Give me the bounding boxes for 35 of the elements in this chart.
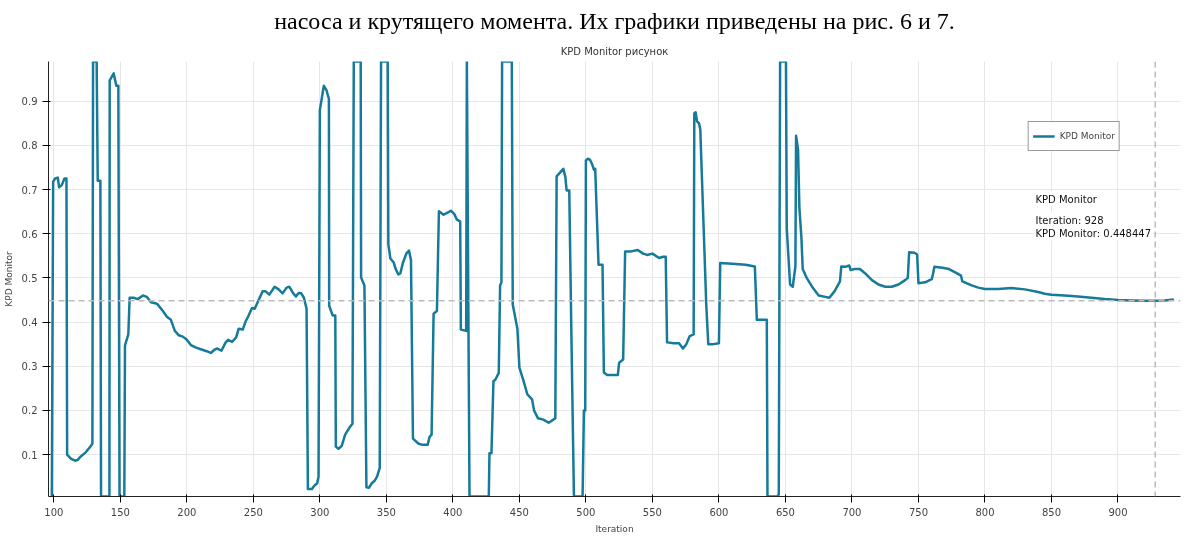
x-tick-label: 150 [110, 506, 130, 518]
y-tick-label: 0.9 [21, 96, 38, 108]
y-tick-label: 0.5 [21, 272, 38, 284]
y-tick-label: 0.7 [21, 184, 38, 196]
x-tick-label: 300 [310, 506, 330, 518]
x-tick-label: 100 [44, 506, 64, 518]
x-tick-label: 750 [908, 506, 928, 518]
y-axis-title: KPD Monitor [3, 251, 14, 307]
x-tick-label: 650 [775, 506, 795, 518]
text: насоса и крутящего момента. Их графики приведены на рис. 6 и 7. [274, 7, 955, 34]
y-tick-label: 0.8 [21, 140, 38, 152]
x-tick-label: 550 [642, 506, 662, 518]
x-tick-label: 350 [376, 506, 396, 518]
x-axis-title: Iteration [595, 523, 634, 534]
y-tick-label: 0.4 [21, 317, 38, 329]
x-tick-label: 600 [709, 506, 729, 518]
x-tick-label: 250 [243, 506, 263, 518]
annotation: KPD Monitor [1035, 193, 1098, 205]
y-tick-label: 0.3 [21, 361, 38, 373]
annotation: Iteration: 928 [1035, 214, 1104, 226]
x-tick-label: 200 [177, 506, 197, 518]
x-tick-label: 400 [443, 506, 463, 518]
x-tick-label: 850 [1041, 506, 1062, 518]
y-tick-label: 0.1 [21, 449, 38, 461]
x-tick-label: 900 [1108, 506, 1128, 518]
legend-label: KPD Monitor [1059, 131, 1115, 141]
y-tick-label: 0.2 [21, 405, 38, 417]
chart-title: KPD Monitor рисунок [560, 45, 669, 57]
annotation: KPD Monitor: 0.448447 [1035, 227, 1152, 239]
line-series [50, 61, 1176, 497]
y-tick-label: 0.6 [21, 228, 38, 240]
x-tick-label: 800 [975, 506, 995, 518]
x-tick-label: 700 [842, 506, 862, 518]
x-tick-label: 450 [509, 506, 529, 518]
x-tick-label: 500 [576, 506, 596, 518]
